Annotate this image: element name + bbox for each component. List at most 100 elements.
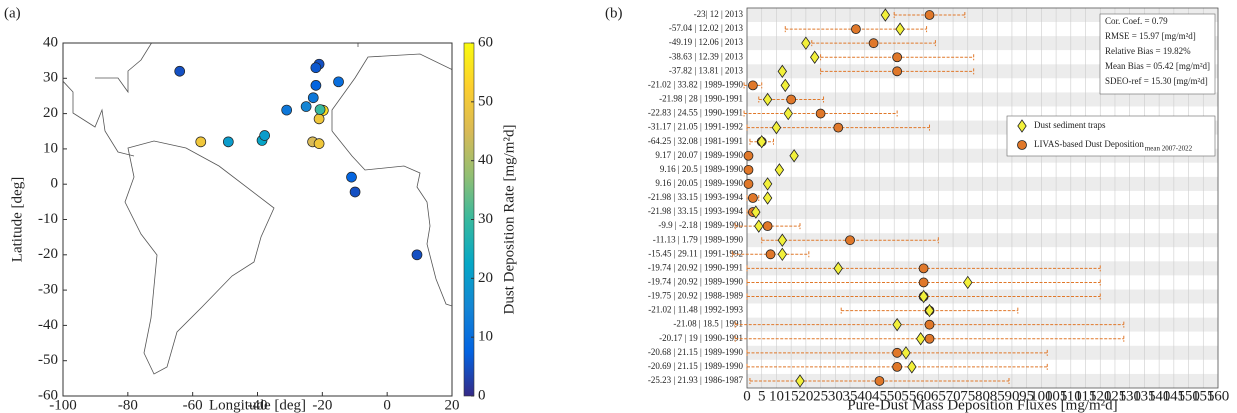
site-point: [333, 76, 344, 88]
legend-marker: [1017, 140, 1027, 150]
trap-marker: [789, 149, 799, 163]
y-tick-label: -20.17 | 19 | 1990-1991: [659, 333, 743, 343]
livas-marker: [868, 38, 879, 49]
y-tick-label: -23| 12 | 2013: [694, 9, 744, 19]
y-tick-label: -21.98 | 28 | 1990-1991: [659, 94, 743, 104]
trap-marker: [754, 219, 764, 233]
livas-marker: [845, 235, 855, 246]
trap-marker: [810, 50, 820, 64]
site-point: [222, 136, 234, 148]
site-point: [174, 65, 186, 77]
x-tick-label: 130: [1118, 388, 1141, 404]
trap-marker: [751, 205, 761, 219]
livas-marker: [762, 221, 773, 232]
colorbar-tick-label: 40: [478, 152, 493, 168]
legend-label: LIVAS-based Dust Deposition: [1034, 139, 1144, 149]
trap-marker: [892, 317, 902, 332]
y-tick-label: -37.82 | 13.81 | 2013: [669, 65, 744, 75]
livas-marker: [833, 122, 844, 133]
y-tick-label: -40: [38, 317, 58, 333]
stats-text: Cor. Coef. = 0.79: [1105, 16, 1168, 26]
x-tick-label: -60: [183, 397, 203, 413]
livas-marker: [874, 376, 885, 386]
y-tick-label: -19.74 | 20.92 | 1989-1990: [648, 277, 744, 287]
trap-marker: [795, 374, 805, 388]
livas-marker: [743, 164, 754, 175]
site-point: [259, 130, 270, 141]
legend-box: [1006, 115, 1216, 157]
livas-marker: [786, 94, 797, 105]
trap-marker: [963, 275, 973, 290]
plot-frame: [62, 42, 453, 397]
y-tick-label: -21.08 | 18.5 | 1991: [673, 319, 743, 329]
stats-text: Mean Bias = 05.42 [mg/m²d]: [1105, 61, 1210, 71]
x-tick-label: 15: [784, 388, 799, 404]
colorbar-tick-label: 60: [478, 34, 493, 50]
colorbar-tick-label: 10: [478, 329, 493, 345]
y-tick-label: -9.9 | -2.18 | 1989-1990: [658, 220, 743, 230]
y-tick-label: -19.75 | 20.92 | 1988-1989: [648, 291, 744, 301]
y-tick-label: -11.13 | 1.79 | 1989-1990: [653, 234, 744, 244]
x-tick-label: 0: [743, 388, 751, 404]
colorbar-tick-label: 50: [478, 93, 493, 109]
x-tick-label: 20: [798, 388, 813, 404]
y-tick-label: -21.02 | 11.48 | 1992-1993: [648, 305, 743, 315]
trap-marker: [771, 120, 782, 135]
site-point: [281, 104, 293, 116]
x-axis-label: Longitude [deg]: [209, 397, 306, 413]
y-tick-label: -20: [38, 246, 58, 262]
y-tick-label: 9.16 | 20.5 | 1989-1990: [660, 164, 744, 174]
y-tick-label: -22.83 | 24.55 | 1990-1991: [648, 108, 743, 118]
livas-marker: [765, 249, 776, 260]
y-tick-label: -57.04 | 12.02 | 2013: [669, 23, 744, 33]
trap-marker: [880, 8, 891, 22]
site-point: [310, 80, 322, 91]
site-point: [307, 92, 319, 104]
x-tick-label: 70: [946, 388, 961, 404]
trap-marker: [801, 36, 811, 50]
stats-box: [1099, 13, 1216, 95]
trap-marker: [774, 163, 785, 177]
y-tick-label: 30: [43, 70, 58, 86]
y-tick-label: -15.45 | 29.11 | 1991-1992: [648, 248, 743, 258]
livas-marker: [892, 66, 903, 77]
trap-marker: [907, 360, 917, 374]
x-tick-label: 40: [857, 388, 872, 404]
x-tick-label: 110: [1060, 388, 1082, 404]
x-tick-label: 60: [916, 388, 931, 404]
legend-marker: [1017, 119, 1027, 133]
site-point: [346, 171, 357, 183]
x-tick-label: 125: [1104, 388, 1127, 404]
x-tick-label: 90: [1004, 388, 1019, 404]
trap-marker: [918, 289, 929, 304]
livas-marker: [851, 24, 861, 35]
site-point: [313, 113, 325, 125]
livas-marker: [924, 319, 935, 330]
panel-label: (a): [4, 5, 21, 21]
x-tick-label: 50: [887, 388, 902, 404]
x-tick-label: 0: [383, 397, 391, 413]
y-tick-label: -20.69 | 21.15 | 1989-1990: [648, 361, 744, 371]
livas-marker: [924, 10, 935, 20]
y-tick-label: -49.19 | 12.06 | 2013: [669, 37, 744, 47]
x-tick-label: 85: [990, 388, 1005, 404]
trap-marker: [777, 233, 788, 247]
y-tick-label: 10: [43, 140, 58, 156]
livas-marker: [892, 361, 903, 372]
livas-marker: [918, 277, 929, 288]
trap-marker: [777, 64, 788, 79]
legend-label: Dust sediment traps: [1034, 120, 1106, 130]
stats-text: SDEO-ref = 15.30 [mg/m²d]: [1105, 76, 1208, 86]
site-point: [310, 62, 322, 74]
x-tick-label: 55: [901, 388, 916, 404]
x-tick-label: -100: [49, 397, 77, 413]
trap-marker: [901, 346, 911, 360]
y-tick-label: -20.68 | 21.15 | 1989-1990: [648, 347, 744, 357]
site-point: [300, 101, 312, 112]
site-point: [411, 249, 423, 261]
livas-marker: [743, 179, 754, 189]
y-tick-label: -30: [38, 282, 58, 298]
livas-marker: [815, 108, 826, 119]
y-tick-label: -21.98 | 33.15 | 1993-1994: [648, 206, 744, 216]
trap-marker: [783, 106, 793, 121]
